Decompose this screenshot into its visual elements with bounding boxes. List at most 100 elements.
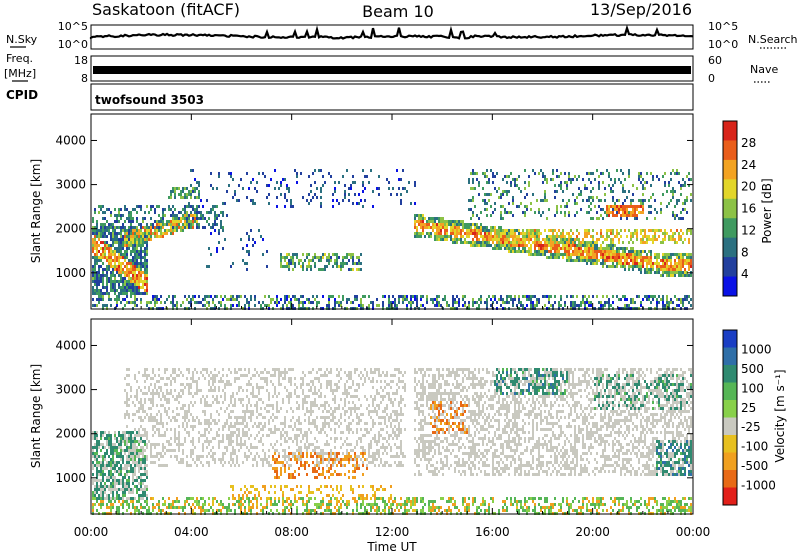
data-cell: [320, 256, 322, 259]
data-cell: [520, 250, 522, 253]
data-cell: [98, 268, 100, 271]
data-cell: [176, 506, 178, 509]
data-cell: [198, 193, 200, 196]
data-cell: [106, 235, 108, 238]
data-cell: [238, 368, 240, 371]
data-cell: [628, 211, 630, 214]
data-cell: [662, 298, 664, 301]
data-cell: [682, 253, 684, 256]
data-cell: [436, 235, 438, 238]
data-cell: [498, 187, 500, 190]
data-cell: [116, 241, 118, 244]
data-cell: [154, 455, 156, 458]
data-cell: [186, 410, 188, 413]
data-cell: [176, 443, 178, 446]
data-cell: [194, 214, 196, 217]
data-cell: [118, 482, 120, 485]
data-cell: [136, 461, 138, 464]
data-cell: [418, 220, 420, 223]
data-cell: [130, 440, 132, 443]
data-cell: [416, 220, 418, 223]
data-cell: [318, 301, 320, 304]
data-cell: [126, 383, 128, 386]
data-cell: [244, 500, 246, 503]
data-cell: [140, 238, 142, 241]
data-cell: [156, 295, 158, 298]
data-cell: [582, 295, 584, 298]
data-cell: [192, 452, 194, 455]
data-cell: [100, 205, 102, 208]
data-cell: [110, 253, 112, 256]
data-cell: [98, 250, 100, 253]
data-cell: [266, 304, 268, 307]
data-cell: [126, 268, 128, 271]
data-cell: [104, 253, 106, 256]
data-cell: [104, 491, 106, 494]
data-cell: [94, 265, 96, 268]
data-cell: [590, 196, 592, 199]
data-cell: [98, 446, 100, 449]
data-cell: [198, 205, 200, 208]
data-cell: [226, 449, 228, 452]
data-cell: [234, 452, 236, 455]
data-cell: [124, 244, 126, 247]
data-cell: [506, 190, 508, 193]
data-cell: [104, 431, 106, 434]
data-cell: [116, 479, 118, 482]
data-cell: [126, 253, 128, 256]
data-cell: [198, 500, 200, 503]
data-cell: [542, 181, 544, 184]
data-cell: [178, 401, 180, 404]
data-cell: [626, 214, 628, 217]
data-cell: [490, 226, 492, 229]
data-cell: [484, 208, 486, 211]
data-cell: [488, 232, 490, 235]
data-cell: [490, 193, 492, 196]
data-cell: [126, 247, 128, 250]
data-cell: [108, 232, 110, 235]
data-cell: [194, 446, 196, 449]
data-cell: [544, 295, 546, 298]
data-cell: [618, 211, 620, 214]
data-cell: [242, 374, 244, 377]
data-cell: [142, 256, 144, 259]
data-cell: [438, 235, 440, 238]
data-cell: [166, 449, 168, 452]
data-cell: [448, 223, 450, 226]
data-cell: [634, 301, 636, 304]
data-cell: [210, 295, 212, 298]
data-cell: [244, 425, 246, 428]
data-cell: [660, 229, 662, 232]
data-cell: [106, 452, 108, 455]
data-cell: [444, 223, 446, 226]
data-cell: [108, 262, 110, 265]
data-cell: [114, 241, 116, 244]
data-cell: [624, 295, 626, 298]
data-cell: [148, 440, 150, 443]
data-cell: [582, 178, 584, 181]
data-cell: [286, 298, 288, 301]
data-cell: [462, 220, 464, 223]
data-cell: [100, 277, 102, 280]
data-cell: [548, 298, 550, 301]
data-cell: [94, 464, 96, 467]
data-cell: [126, 503, 128, 506]
data-cell: [314, 253, 316, 256]
data-cell: [526, 304, 528, 307]
data-cell: [212, 205, 214, 208]
data-cell: [466, 235, 468, 238]
data-cell: [676, 268, 678, 271]
data-cell: [612, 253, 614, 256]
data-cell: [662, 274, 664, 277]
data-cell: [232, 404, 234, 407]
data-cell: [476, 214, 478, 217]
data-cell: [294, 265, 296, 268]
data-cell: [134, 289, 136, 292]
data-cell: [674, 295, 676, 298]
data-cell: [338, 301, 340, 304]
data-cell: [136, 455, 138, 458]
data-cell: [560, 184, 562, 187]
data-cell: [470, 229, 472, 232]
data-cell: [204, 368, 206, 371]
data-cell: [92, 268, 94, 271]
